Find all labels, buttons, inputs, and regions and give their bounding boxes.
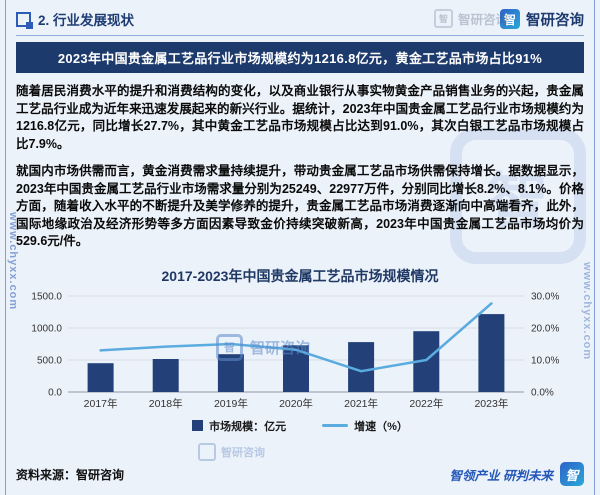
chart-area: 0.0 500.0 1000.0 1500.0 0.0% 10.0% 20.0% 30.0% 2… [18, 290, 582, 414]
brand-logo: 智 智研咨询 [500, 9, 584, 30]
svg-text:10.0%: 10.0% [531, 355, 559, 366]
svg-text:1000.0: 1000.0 [31, 323, 62, 334]
svg-text:500.0: 500.0 [37, 355, 62, 366]
legend-bar-label: 市场规模：亿元 [209, 420, 287, 433]
zhiyan-logo-watermark-icon [198, 443, 216, 461]
zhiyan-logo-icon: 智 [560, 462, 584, 486]
page-footer: 资料来源：智研咨询 智领产业 研判未来 智 [16, 462, 584, 486]
legend-item-growth: 增速（%） [322, 418, 408, 434]
svg-text:0.0%: 0.0% [531, 387, 554, 398]
svg-text:2020年: 2020年 [279, 397, 313, 410]
slogan-text: 智领产业 研判未来 [449, 468, 553, 483]
section-heading: 2. 行业发展现状 [16, 9, 134, 29]
section-bullet-icon [16, 11, 33, 29]
page-header: 2. 行业发展现状 智 智研咨询 [16, 7, 584, 31]
headline-banner: 2023年中国贵金属工艺品行业市场规模约为1216.8亿元，黄金工艺品市场占比9… [16, 42, 584, 73]
svg-text:2017年: 2017年 [84, 397, 118, 410]
legend-line-swatch-icon [322, 424, 349, 427]
zhiyan-logo-icon: 智 [500, 9, 520, 29]
svg-text:20.0%: 20.0% [531, 323, 559, 334]
header-divider [16, 35, 584, 36]
right-border-line [594, 0, 595, 495]
svg-text:30.0%: 30.0% [531, 291, 559, 302]
paragraph-1: 随着居民消费水平的提升和消费结构的变化，以及商业银行从事实物黄金产品销售业务的兴… [16, 84, 584, 151]
watermark-brand-bottom: 智研咨询 [198, 443, 265, 461]
section-title: 2. 行业发展现状 [38, 13, 135, 28]
brand-name: 智研咨询 [526, 12, 584, 29]
svg-text:0.0: 0.0 [48, 387, 62, 398]
paragraph-2: 就国内市场供需而言，黄金消费需求量持续提升，带动贵金属工艺品市场供需保持增长。据… [16, 164, 584, 248]
legend-bar-swatch-icon [192, 420, 204, 431]
chart-title: 2017-2023年中国贵金属工艺品市场规模情况 [161, 267, 439, 284]
svg-text:2021年: 2021年 [344, 397, 378, 410]
data-source: 资料来源：智研咨询 [16, 467, 125, 482]
svg-text:2023年: 2023年 [474, 397, 508, 410]
legend-line-label: 增速（%） [354, 420, 408, 433]
svg-text:2022年: 2022年 [409, 397, 443, 410]
market-size-combo-chart: 0.0 500.0 1000.0 1500.0 0.0% 10.0% 20.0% 30.0% 2… [31, 291, 559, 410]
svg-text:2018年: 2018年 [149, 397, 183, 410]
legend-item-market-size: 市场规模：亿元 [192, 418, 286, 434]
chart-legend: 市场规模：亿元 增速（%） [16, 418, 584, 434]
left-border-line [5, 0, 6, 495]
brand-slogan: 智领产业 研判未来 智 [450, 462, 584, 486]
svg-text:1500.0: 1500.0 [31, 291, 62, 302]
svg-text:2019年: 2019年 [214, 397, 248, 410]
